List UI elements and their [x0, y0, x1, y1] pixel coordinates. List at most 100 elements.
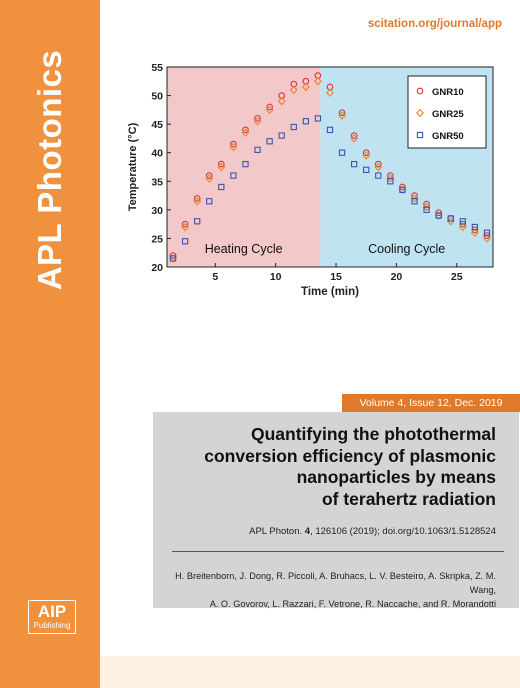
citation: APL Photon. 4, 126106 (2019); doi.org/10…: [160, 526, 496, 537]
x-tick-label: 25: [451, 271, 463, 283]
issue-tag: Volume 4, Issue 12, Dec. 2019: [342, 394, 520, 412]
data-point-gnr25: [386, 174, 395, 183]
data-point-gnr10: [338, 109, 346, 117]
data-point-gnr50: [471, 223, 479, 231]
data-point-gnr10: [350, 132, 358, 139]
legend-marker-gnr10: [416, 87, 424, 95]
data-point-gnr50: [206, 198, 213, 205]
x-tick-label: 5: [212, 271, 218, 283]
journal-name: APL Photonics: [31, 49, 68, 291]
data-point-gnr10: [374, 160, 382, 168]
data-point-gnr50: [483, 229, 491, 236]
data-point-gnr25: [483, 234, 491, 243]
y-tick-label: 20: [151, 262, 163, 274]
data-point-gnr25: [470, 228, 479, 237]
data-point-gnr25: [338, 111, 347, 120]
data-point-gnr25: [326, 88, 334, 97]
y-tick-label: 40: [151, 148, 163, 160]
authors: H. Breitenborn, J. Dong, R. Piccoli, A. …: [160, 569, 496, 611]
data-point-gnr25: [253, 117, 262, 126]
data-point-gnr50: [194, 218, 201, 225]
y-tick-label: 30: [151, 205, 163, 217]
plot-frame: [166, 66, 494, 268]
data-point-gnr25: [374, 162, 383, 172]
cooling-label: Cooling Cycle: [368, 242, 445, 256]
data-point-gnr25: [193, 197, 202, 206]
data-point-gnr25: [217, 162, 226, 172]
data-point-gnr25: [301, 82, 310, 92]
data-point-gnr50: [314, 115, 322, 122]
x-axis-label: Time (min): [301, 286, 359, 298]
data-point-gnr50: [290, 123, 297, 131]
sidebar: APL Photonics AIP Publishing: [0, 0, 100, 688]
authors-line: A. O. Govorov, L. Razzari, F. Vetrone, R…: [209, 599, 496, 609]
data-point-gnr10: [254, 115, 261, 122]
data-point-gnr25: [313, 77, 322, 86]
data-point-gnr10: [230, 140, 237, 148]
data-point-gnr50: [230, 172, 237, 179]
article-box: [153, 412, 519, 608]
y-tick-label: 45: [151, 119, 163, 131]
data-point-gnr25: [458, 222, 467, 232]
data-point-gnr50: [242, 160, 249, 168]
data-point-gnr50: [350, 160, 358, 168]
data-point-gnr10: [205, 172, 213, 179]
legend-label-gnr10: GNR10: [432, 87, 464, 98]
y-axis-label: Temperature (°C): [127, 122, 139, 211]
y-tick-label: 25: [151, 233, 163, 245]
authors-line: H. Breitenborn, J. Dong, R. Piccoli, A. …: [175, 571, 496, 595]
data-point-gnr50: [254, 146, 261, 154]
data-point-gnr50: [411, 198, 418, 205]
logo-line1: AIP: [37, 602, 67, 621]
legend-marker-gnr25: [416, 108, 424, 118]
data-point-gnr50: [181, 238, 189, 245]
data-point-gnr50: [169, 255, 177, 262]
citation-prefix: APL Photon.: [249, 526, 305, 537]
data-point-gnr10: [217, 160, 225, 168]
data-point-gnr25: [265, 105, 274, 115]
title-line: Quantifying the photothermal: [251, 424, 496, 444]
temperature-chart: Heating Cycle Cooling Cycle 5 10 15 20 25 20 25 3…: [127, 62, 494, 298]
data-point-gnr25: [181, 222, 190, 232]
data-point-gnr50: [338, 149, 346, 156]
data-point-gnr50: [363, 166, 370, 174]
data-point-gnr50: [387, 178, 394, 185]
data-point-gnr50: [375, 172, 382, 179]
data-point-gnr25: [205, 174, 214, 183]
journal-url[interactable]: scitation.org/journal/app: [367, 18, 502, 30]
data-point-gnr25: [410, 194, 419, 203]
title-line: conversion efficiency of plasmonic: [204, 445, 496, 466]
data-point-gnr10: [193, 195, 201, 202]
data-point-gnr25: [422, 202, 431, 212]
logo-line2: Publishing: [33, 621, 71, 630]
x-tick-label: 10: [270, 271, 282, 283]
data-point-gnr50: [302, 118, 310, 125]
data-point-gnr10: [181, 220, 189, 228]
data-point-gnr50: [447, 215, 454, 222]
legend-marker-gnr50: [416, 131, 424, 139]
divider: [172, 551, 504, 552]
title-line: of terahertz radiation: [321, 488, 496, 509]
data-point-gnr50: [435, 212, 442, 219]
x-tick-label: 20: [391, 271, 403, 283]
aip-publishing-logo: AIP Publishing: [28, 600, 76, 634]
data-point-gnr25: [350, 134, 359, 143]
bottom-band: [100, 656, 520, 688]
data-point-gnr25: [277, 97, 286, 106]
citation-rest: , 126106 (2019); doi.org/10.1063/1.51285…: [310, 526, 496, 537]
data-point-gnr50: [218, 183, 225, 191]
data-point-gnr50: [326, 126, 334, 134]
legend-label-gnr50: GNR50: [432, 131, 464, 142]
data-point-gnr50: [278, 132, 285, 139]
data-point-gnr25: [241, 128, 250, 137]
y-tick-label: 35: [151, 176, 163, 188]
data-point-gnr10: [266, 103, 273, 111]
data-point-gnr25: [289, 85, 298, 95]
data-point-gnr25: [229, 142, 238, 152]
data-point-gnr10: [362, 149, 370, 157]
legend-label-gnr25: GNR25: [432, 109, 464, 120]
data-point-gnr10: [242, 126, 249, 134]
y-tick-label: 55: [151, 62, 163, 74]
data-point-gnr50: [459, 218, 466, 225]
data-point-gnr50: [423, 206, 430, 214]
